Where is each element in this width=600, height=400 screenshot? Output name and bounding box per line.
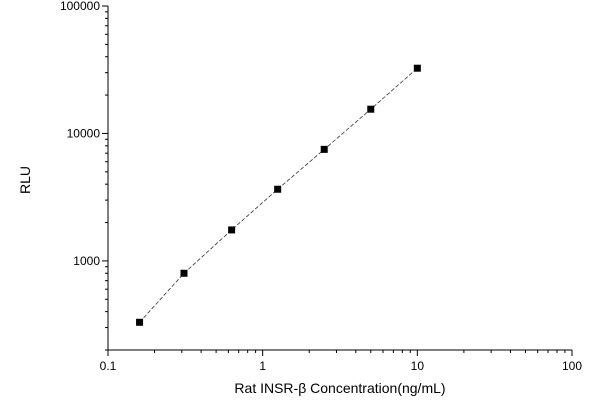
x-tick-label: 10 xyxy=(411,359,425,373)
fit-line xyxy=(139,67,418,323)
data-point xyxy=(136,318,144,326)
data-point xyxy=(320,145,328,153)
data-point xyxy=(228,226,236,234)
y-axis-ticks: 1000 10000 100000 xyxy=(60,0,108,351)
plot-area xyxy=(107,6,572,351)
y-axis-title: RLU xyxy=(17,166,33,194)
data-point xyxy=(274,185,282,193)
x-axis-title: Rat INSR-β Concentration(ng/mL) xyxy=(234,380,445,396)
data-point xyxy=(413,64,421,72)
y-tick-label: 10000 xyxy=(67,126,101,140)
fit-line-group xyxy=(139,67,418,323)
x-axis-ticks: 0.1 1 10 100 xyxy=(100,350,582,373)
data-point xyxy=(367,105,375,113)
data-points xyxy=(136,64,421,326)
y-tick-label: 100000 xyxy=(60,0,100,13)
x-tick-label: 1 xyxy=(259,359,266,373)
data-point xyxy=(180,269,188,277)
y-tick-label: 1000 xyxy=(73,254,100,268)
x-tick-label: 0.1 xyxy=(100,359,117,373)
x-tick-label: 100 xyxy=(562,359,582,373)
